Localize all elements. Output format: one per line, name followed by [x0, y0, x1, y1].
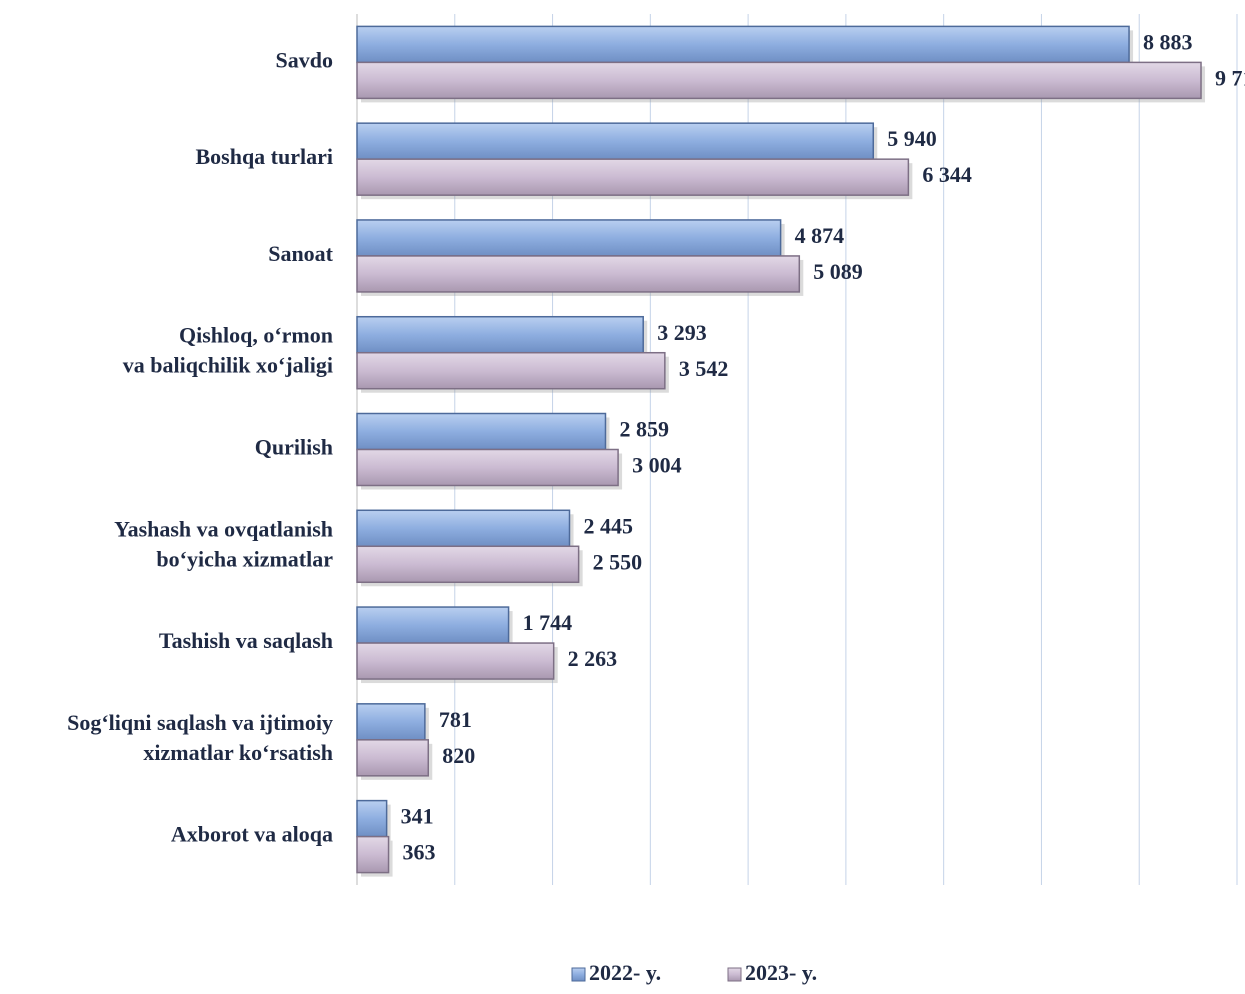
data-label: 8 883 [1143, 29, 1193, 54]
bar [356, 703, 426, 741]
data-label: 363 [403, 840, 436, 865]
data-label: 820 [442, 743, 475, 768]
bar [356, 122, 875, 160]
bar [356, 606, 510, 644]
y-tick-label: Tashish va saqlash [159, 628, 333, 653]
y-tick-label: Savdo [276, 47, 333, 72]
legend-swatch [727, 967, 742, 982]
bar [356, 351, 666, 390]
data-label: 2 550 [593, 549, 643, 574]
y-tick-label: Qurilish [255, 435, 333, 460]
data-label: 3 293 [657, 320, 707, 345]
data-label: 2 263 [568, 646, 618, 671]
bar [356, 509, 571, 548]
bar [356, 61, 1202, 100]
legend-label: 2022- y. [589, 960, 661, 985]
bar [356, 739, 430, 777]
data-label: 3 542 [679, 356, 729, 381]
data-label: 3 004 [632, 453, 682, 478]
bar [356, 158, 910, 196]
data-label: 341 [401, 804, 434, 829]
data-label: 5 940 [887, 126, 937, 151]
y-tick-label: Sanoat [268, 241, 333, 266]
y-tick-label: Axborot va aloqa [171, 822, 333, 847]
data-label: 2 859 [619, 417, 669, 442]
y-tick-label: Qishloq, o‘rmon va baliqchilik xo‘jaligi [123, 323, 333, 378]
data-label: 9 711 [1215, 65, 1245, 90]
legend-swatch [571, 967, 586, 982]
bar [356, 412, 607, 451]
bar [356, 799, 388, 838]
y-tick-label: Yashash va ovqatlanish bo‘yicha xizmatlar [114, 516, 333, 571]
y-tick-label: Sog‘liqni saqlash va ijtimoiy xizmatlar k… [67, 710, 333, 765]
data-label: 4 874 [795, 223, 845, 248]
bar [356, 25, 1130, 64]
data-label: 781 [439, 707, 472, 732]
data-label: 2 445 [584, 513, 634, 538]
bar [356, 835, 390, 874]
bar [356, 219, 782, 257]
bar [356, 448, 619, 487]
bar [356, 315, 644, 354]
y-tick-label: Boshqa turlari [195, 144, 333, 169]
data-label: 5 089 [813, 259, 863, 284]
legend-label: 2023- y. [745, 960, 817, 985]
bar [356, 545, 580, 584]
bar [356, 255, 801, 293]
data-label: 6 344 [922, 162, 972, 187]
data-label: 1 744 [523, 610, 573, 635]
bar [356, 642, 555, 680]
